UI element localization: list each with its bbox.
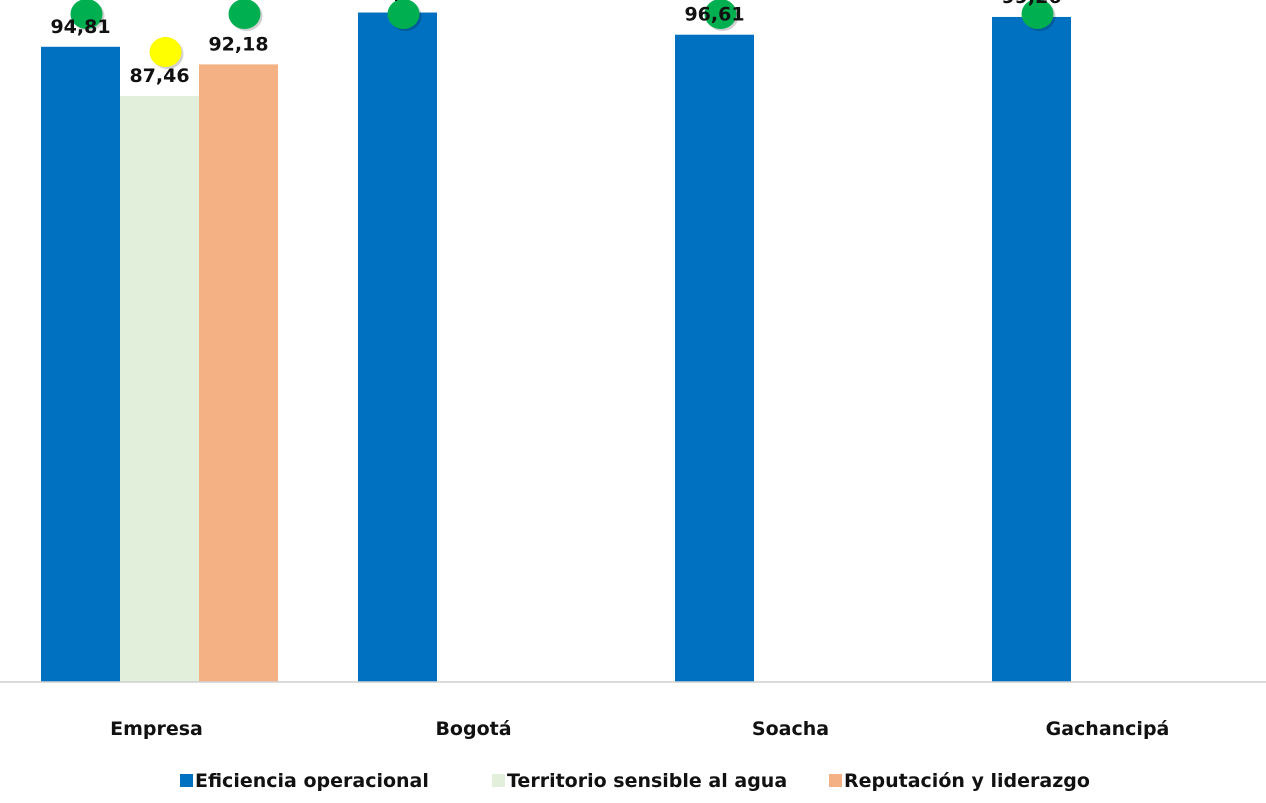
bar-soacha-eficiencia-operacional — [675, 34, 754, 682]
category-label-gachancipa: Gachancipá — [1046, 718, 1170, 740]
status-dot-empresa-reputacion-y-liderazgo — [228, 0, 261, 29]
legend-label-reputacion-y-liderazgo: Reputación y liderazgo — [844, 770, 1090, 792]
value-labels-group: 94,81 87,46 92,18 99,92 96,61 99,26 — [50, 0, 1061, 87]
status-dot-bogota-eficiencia-operacional — [387, 0, 420, 29]
value-label-empresa-territorio-sensible-al-agua: 87,46 — [129, 65, 189, 87]
bar-empresa-eficiencia-operacional — [41, 46, 120, 682]
bar-bogota-eficiencia-operacional — [358, 12, 437, 682]
legend-swatch-reputacion-y-liderazgo — [829, 774, 842, 787]
legend: Eficiencia operacional Territorio sensibl… — [180, 770, 1090, 792]
legend-label-territorio-sensible-al-agua: Territorio sensible al agua — [507, 770, 787, 792]
bar-empresa-reputacion-y-liderazgo — [199, 64, 278, 683]
status-dot-gachancipa-eficiencia-operacional — [1021, 0, 1054, 29]
legend-swatch-eficiencia-operacional — [180, 774, 193, 787]
status-indicators-group — [70, 0, 1056, 70]
category-label-bogota: Bogotá — [435, 718, 511, 740]
legend-swatch-territorio-sensible-al-agua — [492, 774, 505, 787]
value-label-soacha-eficiencia-operacional: 96,61 — [684, 4, 744, 26]
category-labels-group: Empresa Bogotá Soacha Gachancipá — [110, 718, 1169, 740]
value-label-empresa-reputacion-y-liderazgo: 92,18 — [208, 33, 268, 55]
status-dot-empresa-territorio-sensible-al-agua — [149, 37, 182, 68]
bars-group — [41, 12, 1071, 683]
status-dot-soacha-eficiencia-operacional — [704, 0, 737, 29]
value-label-bogota-eficiencia-operacional: 99,92 — [367, 0, 427, 4]
value-label-empresa-eficiencia-operacional: 94,81 — [50, 16, 110, 38]
legend-label-eficiencia-operacional: Eficiencia operacional — [195, 770, 429, 792]
category-label-empresa: Empresa — [110, 718, 203, 740]
bar-empresa-territorio-sensible-al-agua — [120, 96, 199, 682]
value-label-gachancipa-eficiencia-operacional: 99,26 — [1001, 0, 1061, 8]
status-dot-empresa-eficiencia-operacional — [70, 0, 103, 29]
category-label-soacha: Soacha — [752, 718, 829, 740]
bar-gachancipa-eficiencia-operacional — [992, 16, 1071, 682]
